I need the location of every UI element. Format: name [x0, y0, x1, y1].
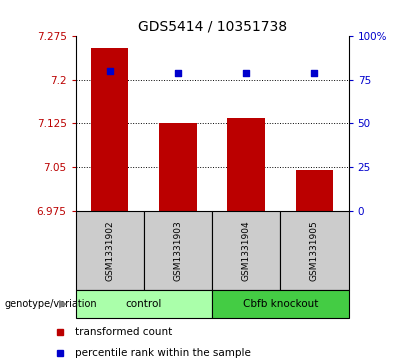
Bar	[281, 211, 349, 290]
Point	[106, 68, 113, 74]
Text: GSM1331904: GSM1331904	[242, 220, 251, 281]
Bar	[144, 211, 212, 290]
Point	[311, 70, 318, 76]
Bar	[76, 211, 144, 290]
Text: GSM1331902: GSM1331902	[105, 220, 114, 281]
Bar	[212, 290, 349, 318]
Text: ▶: ▶	[59, 299, 67, 309]
Bar	[212, 211, 281, 290]
Bar	[296, 170, 333, 211]
Text: genotype/variation: genotype/variation	[4, 299, 97, 309]
Text: transformed count: transformed count	[75, 327, 173, 337]
Text: GSM1331903: GSM1331903	[173, 220, 182, 281]
Bar	[76, 290, 212, 318]
Point	[243, 70, 249, 76]
Text: control: control	[126, 299, 162, 309]
Bar	[228, 118, 265, 211]
Title: GDS5414 / 10351738: GDS5414 / 10351738	[137, 20, 287, 34]
Text: Cbfb knockout: Cbfb knockout	[243, 299, 318, 309]
Bar	[91, 48, 129, 211]
Point	[175, 70, 181, 76]
Bar	[159, 123, 197, 211]
Text: percentile rank within the sample: percentile rank within the sample	[75, 348, 251, 358]
Text: GSM1331905: GSM1331905	[310, 220, 319, 281]
